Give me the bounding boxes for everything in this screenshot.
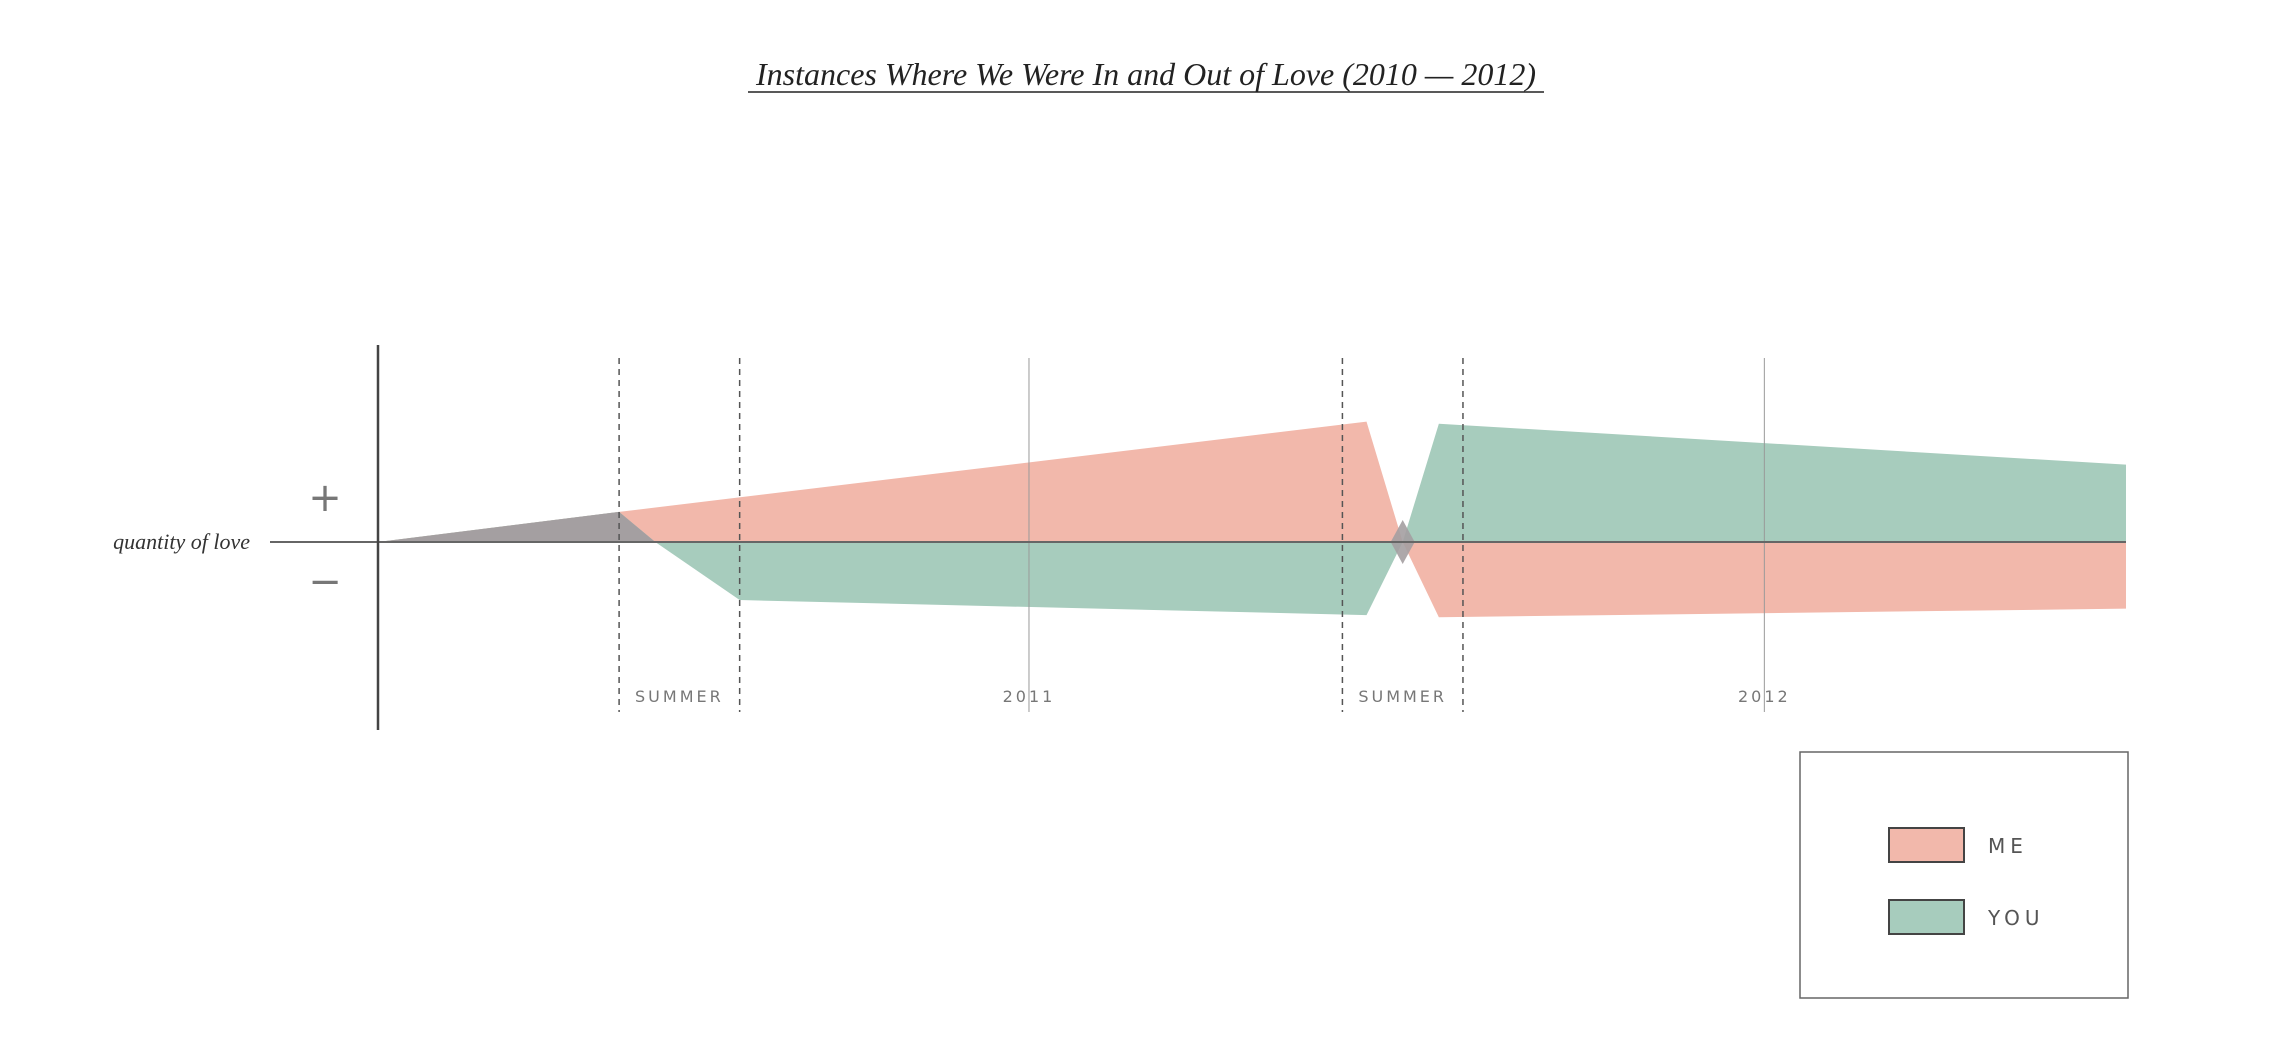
legend-swatch-you xyxy=(1888,899,1965,935)
overlap-area xyxy=(378,511,656,542)
series-area-me xyxy=(378,421,2126,618)
y-positive-sign: + xyxy=(308,475,342,521)
y-axis-label: quantity of love xyxy=(113,529,250,554)
area-layer xyxy=(378,421,2126,618)
x-band-label: SUMMER xyxy=(635,687,724,706)
x-tick-label: 2011 xyxy=(1003,687,1056,706)
legend-label-you: YOU xyxy=(1987,906,2045,930)
chart-title: Instances Where We Were In and Out of Lo… xyxy=(755,56,1536,92)
series-area-you xyxy=(378,423,2126,616)
axes-layer xyxy=(270,345,2126,730)
x-tick-label: 2012 xyxy=(1738,687,1791,706)
legend-swatch-me xyxy=(1888,827,1965,863)
legend-box xyxy=(1799,751,2129,999)
legend: ME YOU xyxy=(1799,751,2129,999)
x-band-label: SUMMER xyxy=(1358,687,1447,706)
legend-label-me: ME xyxy=(1988,834,2028,858)
tick-layer: 2011 2012 SUMMER SUMMER xyxy=(618,358,1791,712)
y-negative-sign: − xyxy=(308,559,342,605)
